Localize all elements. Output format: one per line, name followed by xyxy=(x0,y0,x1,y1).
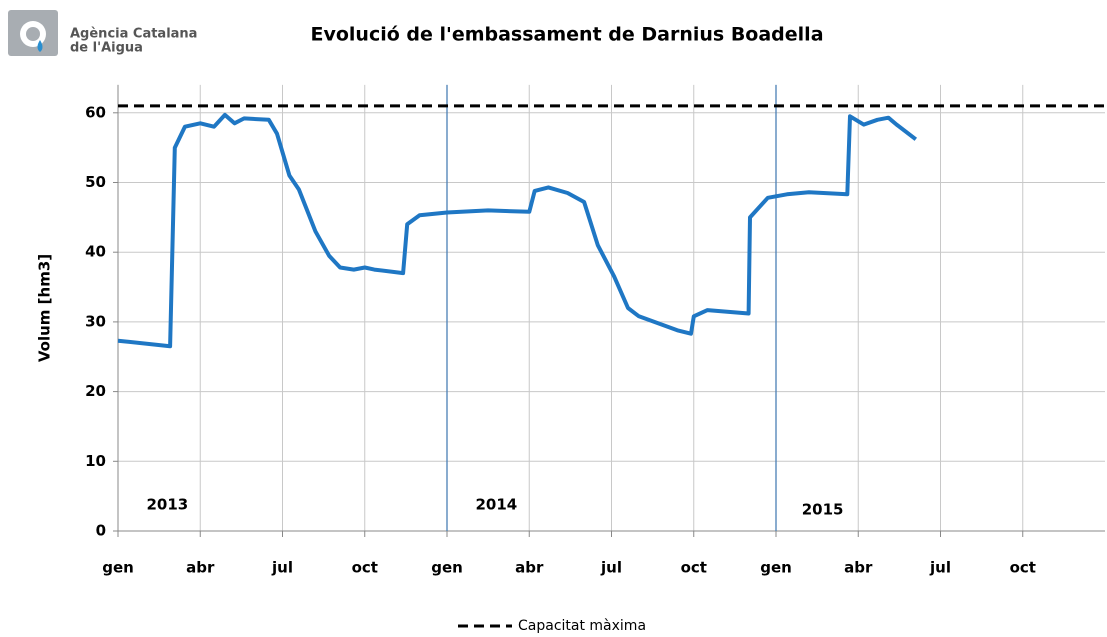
x-tick-label: jul xyxy=(600,559,622,577)
year-annotation: 2014 xyxy=(475,496,517,514)
x-tick-label: abr xyxy=(515,559,544,577)
y-tick-label: 20 xyxy=(85,382,106,400)
year-annotation: 2013 xyxy=(146,496,188,514)
x-tick-label: gen xyxy=(431,559,463,577)
logo-text: Agència Catalana xyxy=(70,27,197,42)
y-tick-label: 60 xyxy=(85,103,106,121)
x-tick-label: oct xyxy=(352,559,378,577)
y-axis-label: Volum [hm3] xyxy=(36,254,54,362)
year-annotation: 2015 xyxy=(802,501,844,519)
logo-drop xyxy=(37,40,43,52)
x-tick-label: gen xyxy=(102,559,134,577)
logo-letter-hole xyxy=(26,27,40,41)
x-tick-label: jul xyxy=(271,559,293,577)
data-line xyxy=(117,112,918,349)
x-tick-label: oct xyxy=(1010,559,1036,577)
x-tick-label: oct xyxy=(681,559,707,577)
x-tick-label: abr xyxy=(844,559,873,577)
x-tick-label: abr xyxy=(186,559,215,577)
y-tick-label: 40 xyxy=(85,243,106,261)
y-tick-label: 30 xyxy=(85,312,106,330)
y-tick-label: 50 xyxy=(85,173,106,191)
y-tick-label: 0 xyxy=(96,522,106,540)
x-tick-label: jul xyxy=(929,559,951,577)
legend-label: Capacitat màxima xyxy=(518,618,646,634)
logo-text: de l'Aigua xyxy=(70,41,143,56)
x-tick-label: gen xyxy=(760,559,792,577)
y-tick-label: 10 xyxy=(85,452,106,470)
chart-title: Evolució de l'embassament de Darnius Boa… xyxy=(310,24,823,46)
logo: Agència Catalana de l'Aigua xyxy=(8,10,197,56)
